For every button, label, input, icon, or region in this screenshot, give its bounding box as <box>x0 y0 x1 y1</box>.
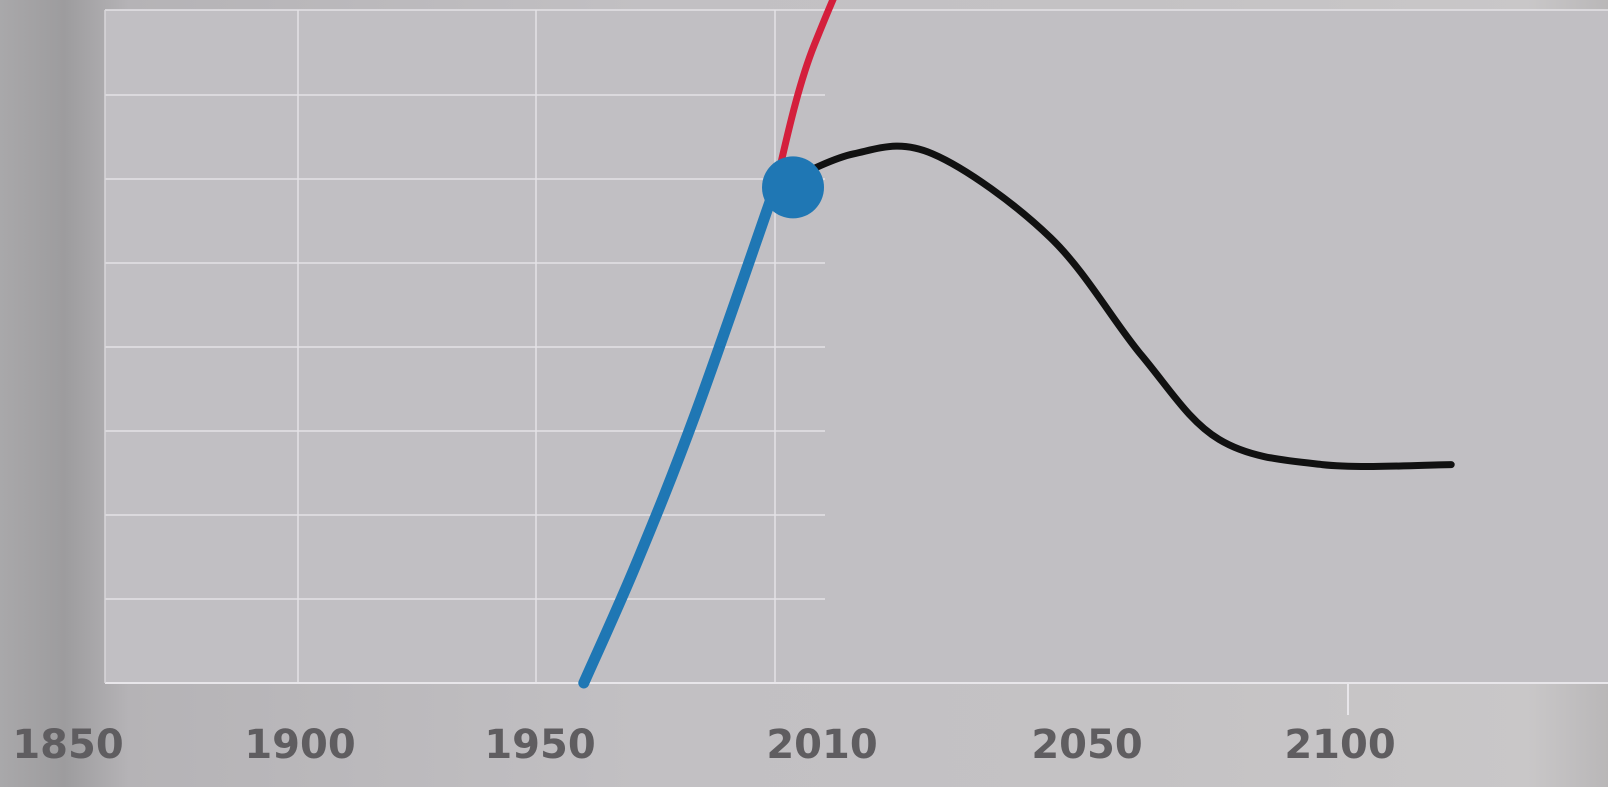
series-markers <box>762 156 824 219</box>
x-tick-label: 2100 <box>1284 722 1395 768</box>
axes <box>104 10 1608 715</box>
series-line-1 <box>578 181 781 689</box>
x-tick-label: 1950 <box>484 722 595 768</box>
x-tick-label: 1850 <box>12 722 123 768</box>
x-tick-label: 1900 <box>244 722 355 768</box>
series-line-3 <box>771 142 1455 470</box>
series-lines <box>578 0 1455 689</box>
x-tick-labels: 1850 1900 1950 2010 2050 2100 <box>12 722 1395 768</box>
junction-point-marker <box>762 156 824 219</box>
gridlines <box>105 9 1608 683</box>
x-tick-label: 2010 <box>766 722 877 768</box>
x-tick-label: 2050 <box>1031 722 1142 768</box>
series-line-2 <box>771 0 837 191</box>
